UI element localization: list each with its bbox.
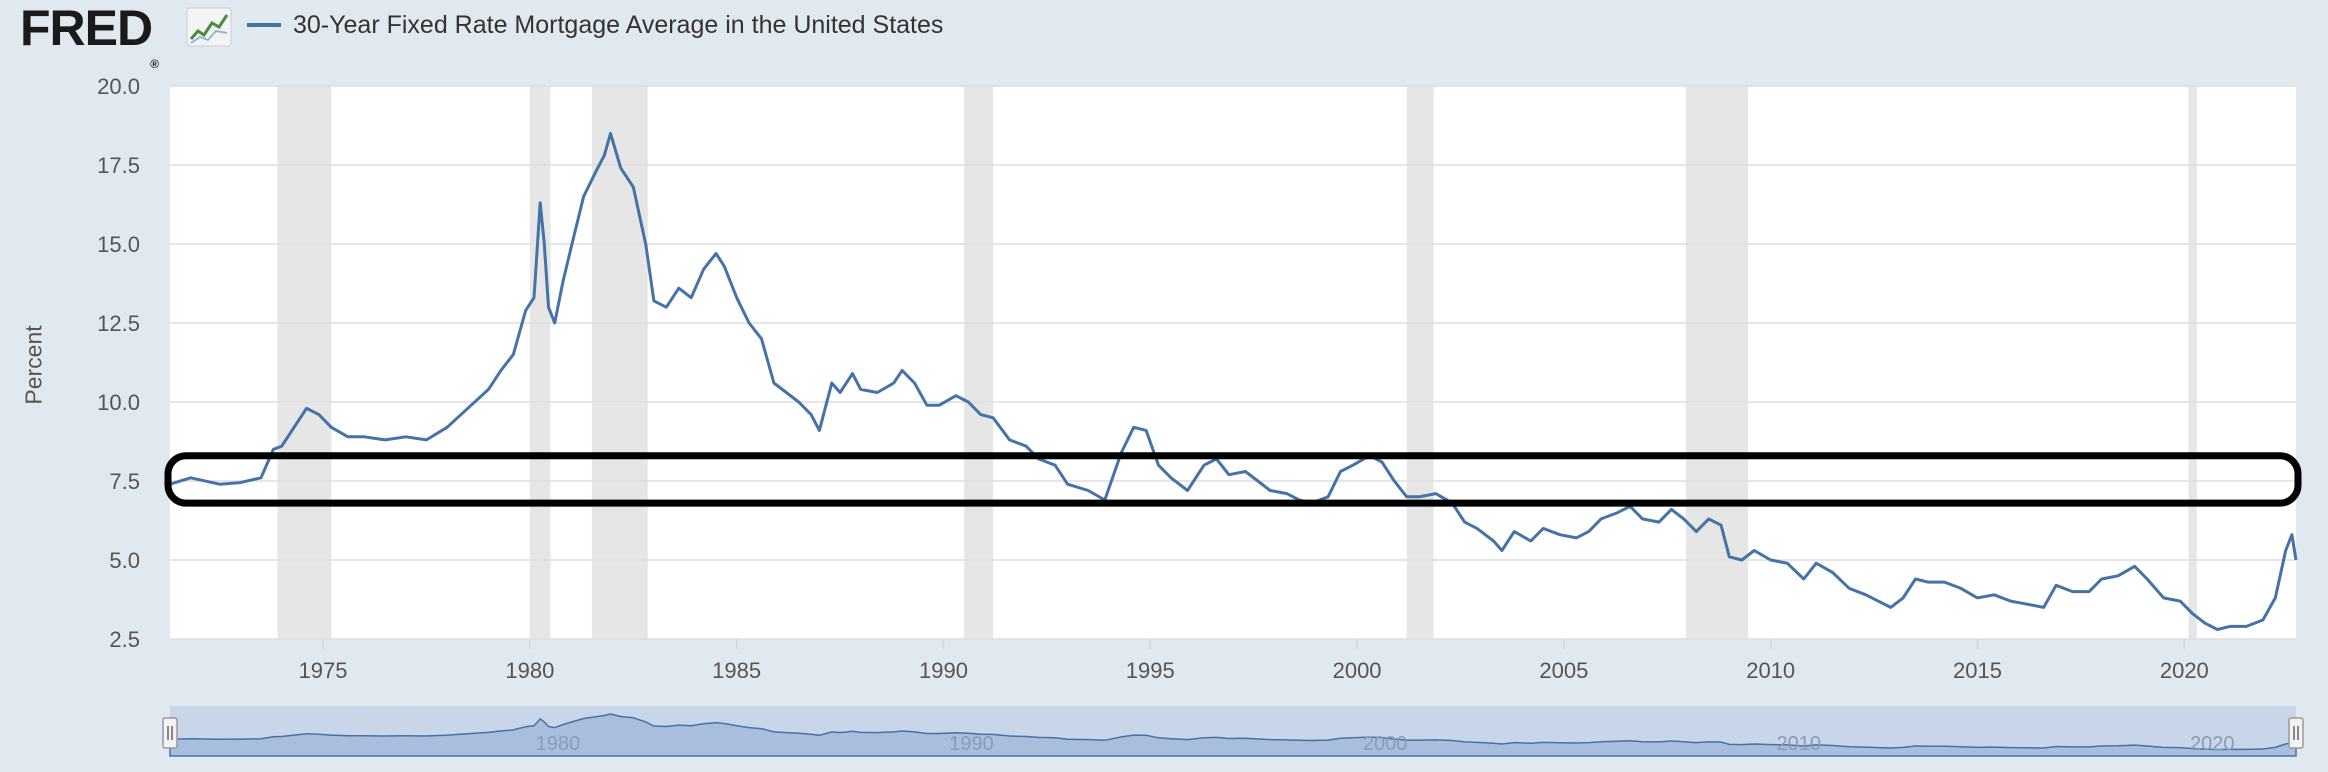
navigator-tick-label: 1990: [949, 733, 994, 755]
y-tick-label: 10.0: [97, 390, 140, 415]
recession-band: [2188, 86, 2197, 639]
navigator-series-area: [169, 713, 2297, 757]
x-tick-label: 1985: [712, 658, 761, 683]
navigator-track: [170, 706, 2296, 756]
fred-logo[interactable]: FRED®: [20, 0, 159, 71]
legend-swatch: [247, 23, 281, 27]
recession-band: [277, 86, 332, 639]
x-tick-label: 2015: [1953, 658, 2002, 683]
y-tick-label: 7.5: [109, 469, 140, 494]
navigator-tick-label: 2010: [1776, 733, 1821, 755]
x-axis-ticks: 1975 1980 1985 1990 1995 2000 2005 2010 2015 2020: [299, 639, 2209, 683]
navigator-tick-label: 1980: [536, 733, 581, 755]
navigator-tick-label: 2020: [2190, 733, 2235, 755]
chart-legend[interactable]: 30-Year Fixed Rate Mortgage Average in t…: [247, 10, 943, 40]
navigator-handle-left[interactable]: [162, 717, 178, 749]
y-tick-label: 5.0: [109, 548, 140, 573]
legend-label: 30-Year Fixed Rate Mortgage Average in t…: [293, 10, 944, 39]
navigator-ticks: 1980 1990 2000 2010 2020: [536, 733, 2235, 755]
y-tick-label: 17.5: [97, 153, 140, 178]
recession-band: [964, 86, 994, 639]
x-tick-label: 1975: [299, 658, 348, 683]
line-chart-icon: [186, 7, 232, 47]
grid-lines: [170, 85, 2296, 640]
y-tick-label: 12.5: [97, 311, 140, 336]
recession-band: [529, 86, 551, 639]
x-tick-label: 2010: [1746, 658, 1795, 683]
x-tick-label: 2000: [1333, 658, 1382, 683]
x-tick-label: 2005: [1539, 658, 1588, 683]
recession-band: [1406, 86, 1434, 639]
x-tick-label: 1990: [919, 658, 968, 683]
y-axis-ticks: 2.5 5.0 7.5 10.0 12.5 15.0 17.5 20.0: [97, 74, 140, 652]
recession-bands: [277, 86, 2197, 639]
x-tick-label: 2020: [2160, 658, 2209, 683]
y-tick-label: 15.0: [97, 232, 140, 257]
highlight-box: [164, 452, 2302, 507]
fred-logo-text: FRED: [20, 0, 153, 56]
navigator-tick-label: 2000: [1363, 733, 1408, 755]
registered-mark: ®: [150, 57, 159, 71]
recession-band: [1685, 86, 1748, 639]
recession-band: [591, 86, 648, 639]
y-tick-label: 20.0: [97, 74, 140, 99]
x-tick-label: 1995: [1126, 658, 1175, 683]
plot-area: [170, 86, 2296, 639]
x-tick-label: 1980: [505, 658, 554, 683]
series-line: [169, 131, 2298, 631]
navigator-handle-right[interactable]: [2288, 717, 2304, 749]
y-tick-label: 2.5: [109, 627, 140, 652]
y-axis-title-text: Percent: [20, 325, 47, 405]
time-navigator: 1980 1990 2000 2010 2020: [162, 706, 2304, 757]
